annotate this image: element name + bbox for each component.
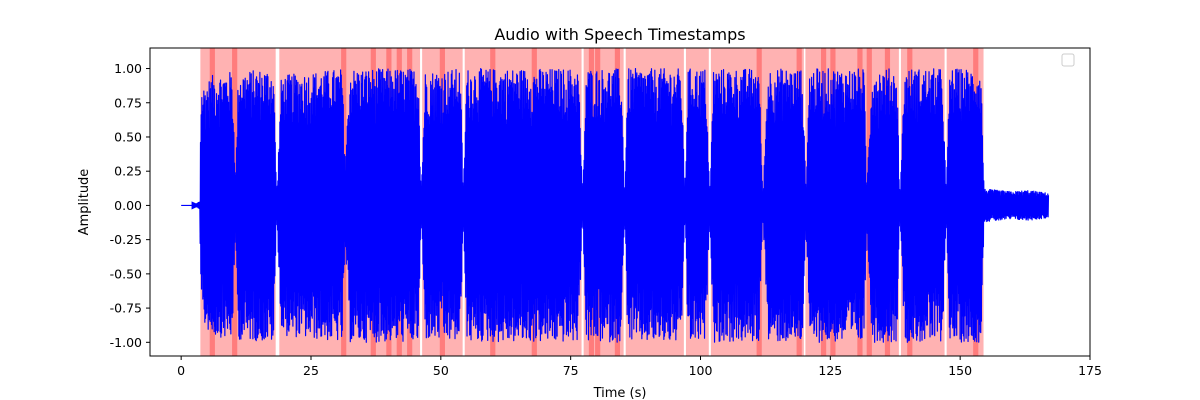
y-axis-title: Amplitude	[77, 169, 92, 236]
y-tick-label: -0.50	[110, 266, 142, 281]
waveform-series	[180, 67, 1050, 343]
y-tick-label: 0.00	[114, 198, 142, 213]
x-tick-label: 125	[818, 363, 842, 378]
chart-title: Audio with Speech Timestamps	[494, 25, 745, 44]
x-tick-label: 175	[1078, 363, 1102, 378]
y-tick-label: -0.25	[110, 232, 142, 247]
y-tick-label: 0.50	[114, 129, 142, 144]
y-tick-label: -0.75	[110, 301, 142, 316]
x-tick-label: 0	[177, 363, 185, 378]
x-tick-label: 50	[433, 363, 449, 378]
y-axis: -1.00 -0.75 -0.50 -0.25 0.00 0.25 0.50 0.75 1.00	[110, 61, 150, 350]
x-tick-label: 25	[303, 363, 319, 378]
plot-area	[180, 48, 1050, 356]
x-tick-label: 75	[563, 363, 579, 378]
legend-box	[1061, 53, 1075, 67]
y-tick-label: 1.00	[114, 61, 142, 76]
y-tick-label: -1.00	[110, 335, 142, 350]
x-axis: 0 25 50 75 100 125 150 175	[177, 356, 1102, 378]
waveform-start-marker	[191, 201, 201, 210]
y-tick-label: 0.25	[114, 164, 142, 179]
x-axis-title: Time (s)	[593, 386, 647, 400]
waveform-line	[180, 67, 1050, 343]
x-tick-label: 150	[948, 363, 972, 378]
plot-frame	[149, 47, 1091, 357]
y-tick-label: 0.75	[114, 95, 142, 110]
x-tick-label: 100	[689, 363, 713, 378]
